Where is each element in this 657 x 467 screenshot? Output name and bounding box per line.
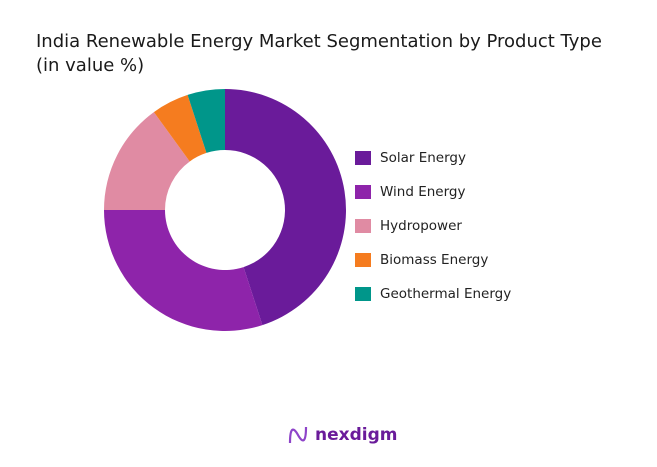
- chart-title: India Renewable Energy Market Segmentati…: [36, 30, 602, 78]
- slice-geothermal-energy: [187, 89, 225, 153]
- legend-item: Biomass Energy: [355, 243, 511, 277]
- legend-swatch: [355, 219, 371, 233]
- slice-solar-energy: [225, 89, 346, 326]
- legend-swatch: [355, 185, 371, 199]
- legend-swatch: [355, 287, 371, 301]
- brand-name: nexdigm: [315, 425, 398, 445]
- legend-label: Hydropower: [380, 218, 462, 234]
- legend-label: Biomass Energy: [380, 252, 489, 268]
- legend-item: Solar Energy: [355, 141, 511, 175]
- nexdigm-logo: nexdigm: [287, 424, 397, 446]
- slice-biomass-energy: [153, 94, 207, 162]
- legend: Solar Energy Wind Energy Hydropower Biomass…: [355, 141, 511, 311]
- subtitle-text: (in value %): [36, 55, 145, 76]
- logo-mark-icon: [288, 426, 308, 444]
- slice-hydropower: [104, 112, 190, 210]
- legend-item: Wind Energy: [355, 175, 511, 209]
- slice-wind-energy: [104, 210, 263, 332]
- legend-item: Hydropower: [355, 209, 511, 243]
- legend-swatch: [355, 151, 371, 165]
- legend-swatch: [355, 253, 371, 267]
- legend-item: Geothermal Energy: [355, 277, 511, 311]
- title-text: India Renewable Energy Market Segmentati…: [36, 31, 602, 52]
- legend-label: Wind Energy: [380, 184, 466, 200]
- legend-label: Geothermal Energy: [380, 286, 512, 302]
- legend-label: Solar Energy: [380, 150, 466, 166]
